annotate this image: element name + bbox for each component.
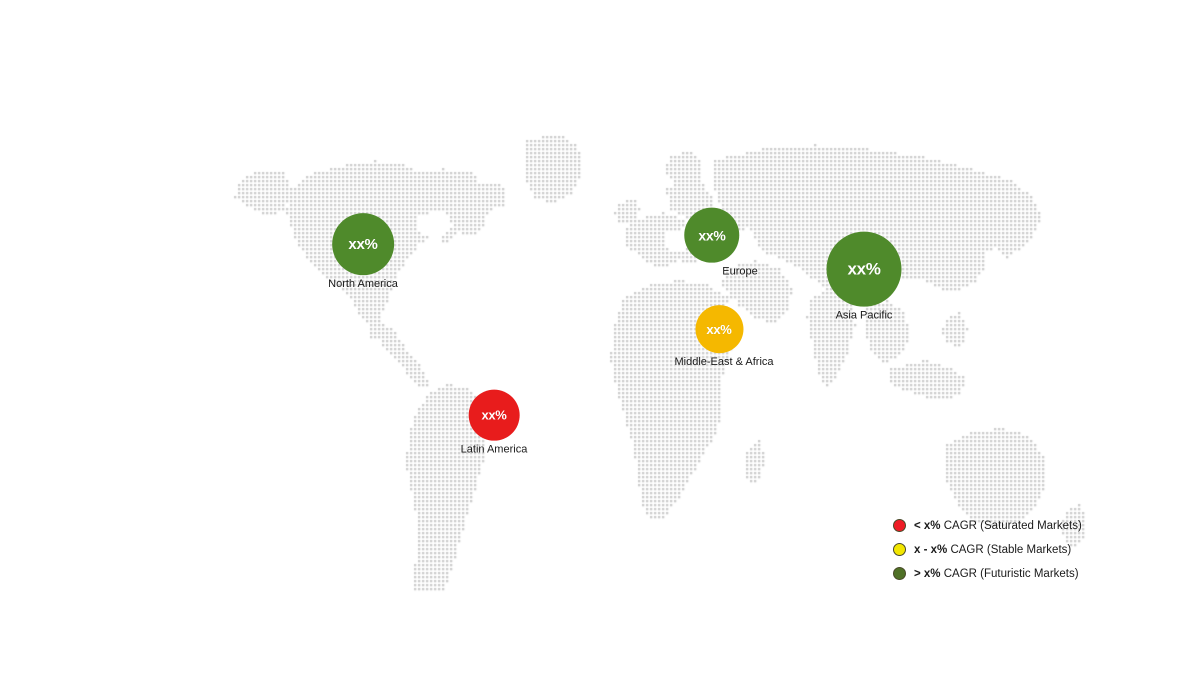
legend-futuristic-description: CAGR (Futuristic Markets) <box>943 567 1079 580</box>
legend-saturated-description: CAGR (Saturated Markets) <box>943 519 1082 532</box>
bubble-circle-north-america: xx% <box>331 213 394 276</box>
legend-futuristic-text: > x% CAGR (Futuristic Markets) <box>914 568 1079 580</box>
bubble-circle-latin-america: xx% <box>468 389 520 441</box>
region-bubble-latin-america[interactable]: xx% Latin America <box>460 389 528 457</box>
region-bubble-asia-pacific[interactable]: xx% Asia Pacific <box>826 231 902 323</box>
legend-stable-dot-icon <box>893 543 906 556</box>
bubble-label-asia-pacific: Asia Pacific <box>835 309 893 322</box>
legend-saturated-threshold: < x% <box>914 519 941 532</box>
legend-stable[interactable]: x - x% CAGR (Stable Markets) <box>893 543 1082 556</box>
legend-futuristic[interactable]: > x% CAGR (Futuristic Markets) <box>893 567 1082 580</box>
bubble-label-latin-america: Latin America <box>460 443 528 456</box>
legend-futuristic-dot-icon <box>893 567 906 580</box>
bubble-circle-asia-pacific: xx% <box>826 231 902 307</box>
bubble-label-middle-east-africa: Middle-East & Africa <box>674 356 774 369</box>
legend: < x% CAGR (Saturated Markets) x - x% CAGR… <box>893 519 1082 580</box>
bubble-value-europe: xx% <box>698 227 726 244</box>
legend-saturated[interactable]: < x% CAGR (Saturated Markets) <box>893 519 1082 532</box>
bubble-label-europe: Europe <box>722 265 758 278</box>
legend-futuristic-threshold: > x% <box>914 567 941 580</box>
bubble-circle-europe: xx% <box>684 207 740 263</box>
region-bubble-middle-east-africa[interactable]: xx% Middle-East & Africa <box>664 305 774 369</box>
legend-saturated-text: < x% CAGR (Saturated Markets) <box>914 520 1082 532</box>
bubble-value-north-america: xx% <box>348 235 378 253</box>
legend-stable-threshold: x - x% <box>914 543 948 556</box>
bubble-label-north-america: North America <box>328 278 398 291</box>
bubble-circle-middle-east-africa: xx% <box>694 305 743 354</box>
legend-stable-text: x - x% CAGR (Stable Markets) <box>914 544 1071 556</box>
legend-saturated-dot-icon <box>893 519 906 532</box>
region-bubble-europe[interactable]: xx% Europe <box>666 207 758 279</box>
bubble-value-latin-america: xx% <box>481 407 507 423</box>
region-bubble-north-america[interactable]: xx% North America <box>328 213 398 291</box>
legend-stable-description: CAGR (Stable Markets) <box>950 543 1072 556</box>
bubble-value-middle-east-africa: xx% <box>706 321 732 337</box>
bubble-value-asia-pacific: xx% <box>847 259 881 279</box>
